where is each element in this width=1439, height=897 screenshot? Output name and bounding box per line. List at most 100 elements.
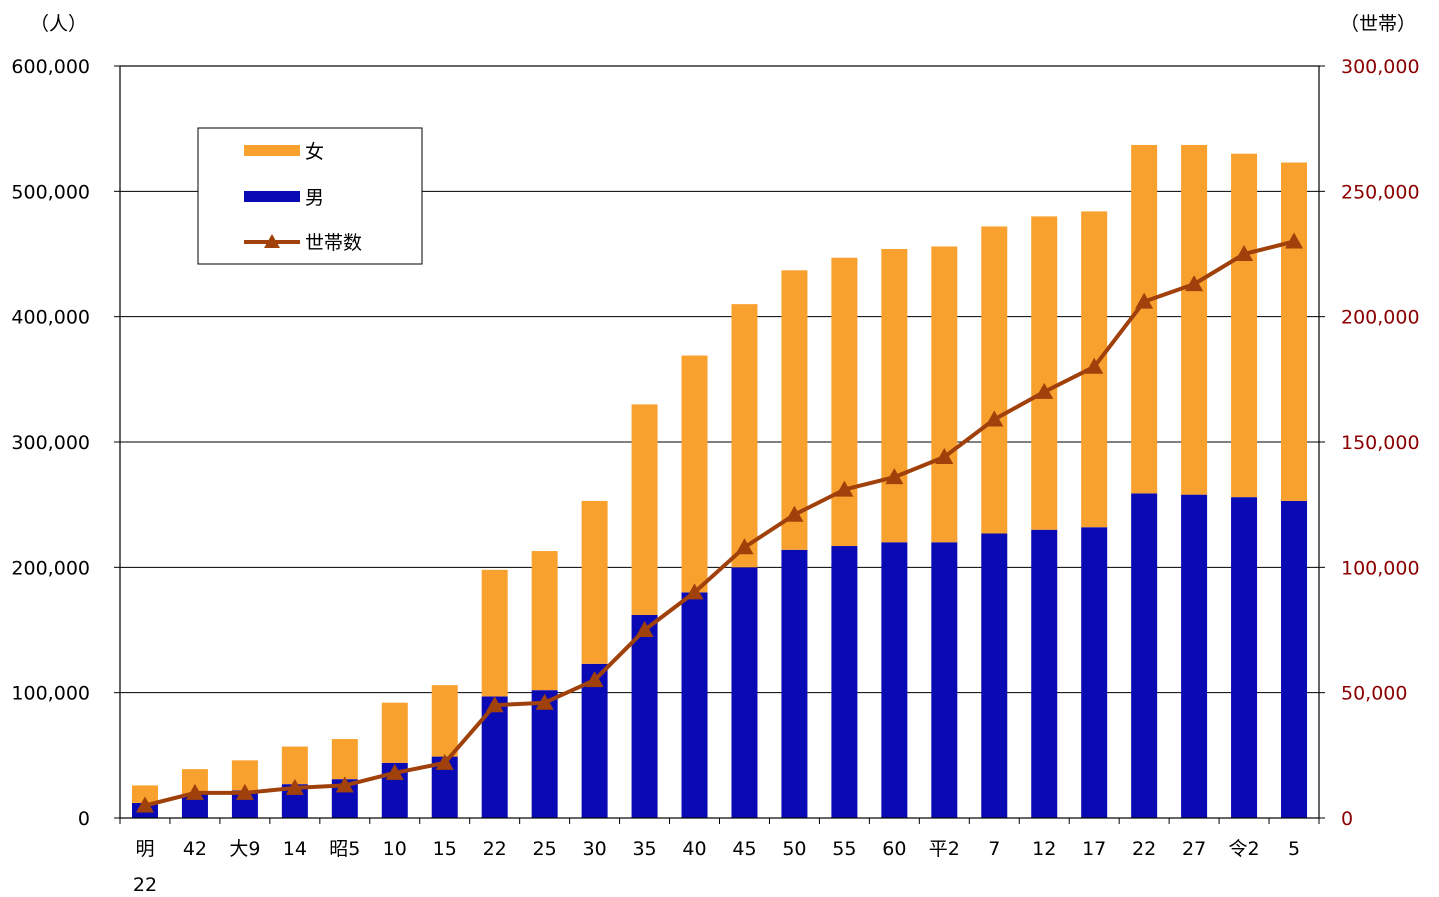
bar-male xyxy=(1081,527,1108,818)
households-point xyxy=(485,696,504,713)
households-point xyxy=(1135,292,1154,309)
x-tick-label: 15 xyxy=(433,838,457,860)
legend: 女 男 世帯数 xyxy=(197,127,423,265)
bar-male xyxy=(781,549,808,818)
bar-female xyxy=(831,257,858,547)
households-point xyxy=(1085,357,1104,374)
bar-female xyxy=(781,270,808,550)
bar-female xyxy=(531,551,558,691)
x-tick-label: 27 xyxy=(1182,838,1206,860)
y-right-tick-label: 200,000 xyxy=(1341,307,1420,329)
bar-male xyxy=(1281,500,1308,818)
legend-label-male: 男 xyxy=(305,187,324,209)
bar-female xyxy=(131,785,158,803)
households-point xyxy=(185,783,204,800)
bar-female xyxy=(881,248,908,543)
households-point xyxy=(535,693,554,710)
bar-male xyxy=(1181,494,1208,818)
households-point xyxy=(1285,232,1304,249)
x-tick-label: 昭5 xyxy=(329,838,360,860)
households-point xyxy=(1035,382,1054,399)
x-tick-label: 7 xyxy=(988,838,1000,860)
legend-label-female: 女 xyxy=(305,141,324,163)
y-right-unit-label: （世帯） xyxy=(1340,13,1416,35)
y-left-tick-label: 0 xyxy=(78,808,90,830)
bar-female xyxy=(431,685,458,757)
x-tick-label: 令2 xyxy=(1229,838,1260,860)
y-right-tick-label: 250,000 xyxy=(1341,181,1420,203)
x-tick-label: 平2 xyxy=(929,838,960,860)
households-point xyxy=(335,776,354,793)
households-point xyxy=(785,505,804,522)
y-axis-left: 0 100,000 200,000 300,000 400,000 500,000 600,… xyxy=(11,56,120,830)
bar-female xyxy=(931,246,958,543)
households-point xyxy=(985,410,1004,427)
households-point xyxy=(835,480,854,497)
x-tick-label: 22 xyxy=(133,874,157,896)
bar-male xyxy=(181,794,208,818)
y-right-tick-label: 50,000 xyxy=(1341,683,1407,705)
x-tick-label: 40 xyxy=(682,838,706,860)
households-polyline xyxy=(144,239,1295,808)
bar-female xyxy=(331,739,358,780)
bar-female xyxy=(1231,153,1258,498)
y-left-tick-label: 200,000 xyxy=(11,557,90,579)
y-left-unit-label: （人） xyxy=(30,13,87,35)
households-line xyxy=(135,232,1304,813)
x-tick-label: 10 xyxy=(383,838,407,860)
bar-female xyxy=(1281,162,1308,501)
y-right-tick-label: 0 xyxy=(1341,808,1353,830)
y-axis-right: 0 50,000 100,000 150,000 200,000 250,000 300,0… xyxy=(1319,56,1420,830)
legend-label-households: 世帯数 xyxy=(305,232,362,254)
x-tick-label: 14 xyxy=(283,838,307,860)
legend-box xyxy=(197,127,423,265)
bar-female xyxy=(1131,144,1158,494)
x-tick-label: 17 xyxy=(1082,838,1106,860)
households-point xyxy=(285,778,304,795)
bar-male xyxy=(1231,497,1258,818)
bar-female xyxy=(631,404,658,615)
bar-female xyxy=(481,569,508,697)
x-tick-label: 30 xyxy=(583,838,607,860)
y-right-tick-label: 100,000 xyxy=(1341,557,1420,579)
legend-swatch-female xyxy=(244,145,300,156)
bar-male xyxy=(881,542,908,818)
legend-marker-households xyxy=(264,234,280,248)
bar-male xyxy=(831,546,858,818)
y-left-tick-label: 300,000 xyxy=(11,432,90,454)
x-tick-label: 50 xyxy=(782,838,806,860)
x-tick-label: 25 xyxy=(533,838,557,860)
bar-male xyxy=(681,592,708,818)
households-point xyxy=(1235,245,1254,261)
bar-female xyxy=(1031,216,1058,530)
households-point xyxy=(935,448,954,465)
y-left-tick-label: 400,000 xyxy=(11,307,90,329)
x-tick-label: 5 xyxy=(1288,838,1300,860)
bar-female xyxy=(681,355,708,593)
households-point xyxy=(635,621,654,637)
bar-female xyxy=(581,500,608,664)
households-point xyxy=(885,468,904,485)
bar-male xyxy=(631,614,658,818)
households-point xyxy=(435,753,454,770)
bar-male xyxy=(981,533,1008,818)
x-axis-categories: 明 22 42 大9 14 昭5 10 15 22 25 30 35 40 45 50 55 60 平2 7 12 17… xyxy=(119,818,1320,896)
households-point xyxy=(735,538,754,555)
x-tick-label: 22 xyxy=(483,838,507,860)
bar-female xyxy=(731,304,758,568)
households-point xyxy=(235,783,254,800)
y-left-tick-label: 600,000 xyxy=(11,56,90,78)
x-tick-label: 55 xyxy=(832,838,856,860)
x-tick-label: 45 xyxy=(732,838,756,860)
y-right-tick-label: 300,000 xyxy=(1341,56,1420,78)
households-point xyxy=(685,583,704,600)
bar-male xyxy=(1031,529,1058,818)
x-tick-label: 42 xyxy=(183,838,207,860)
bar-female xyxy=(981,226,1008,534)
x-tick-label: 明 xyxy=(135,838,154,860)
bar-female xyxy=(281,746,308,785)
x-tick-label: 35 xyxy=(632,838,656,860)
y-left-tick-label: 100,000 xyxy=(11,683,90,705)
x-tick-label: 22 xyxy=(1132,838,1156,860)
